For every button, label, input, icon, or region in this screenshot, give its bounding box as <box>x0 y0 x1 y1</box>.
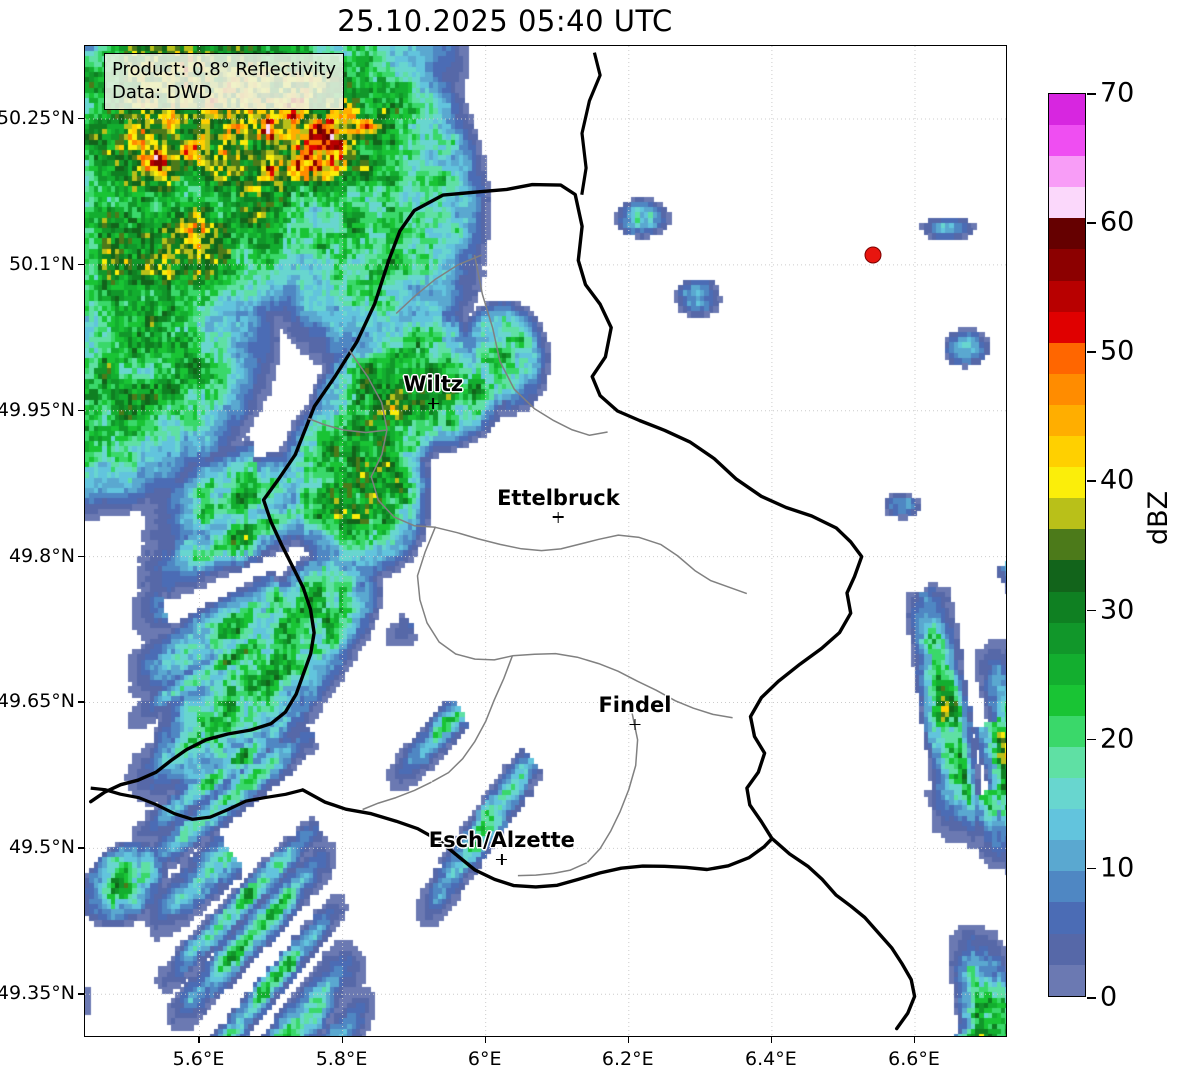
longitude-tick-label: 6.6°E <box>888 1048 940 1070</box>
district-border <box>431 655 514 783</box>
colorbar-band <box>1049 902 1085 934</box>
colorbar-tick-label: 20 <box>1100 723 1135 755</box>
colorbar-band <box>1049 187 1085 219</box>
colorbar-tick-mark <box>1087 997 1096 999</box>
longitude-tick-label: 6°E <box>467 1048 502 1070</box>
colorbar-tick-label: 60 <box>1100 206 1135 238</box>
latitude-tick-mark <box>78 847 84 849</box>
district-border <box>395 254 482 315</box>
district-border <box>435 526 680 558</box>
longitude-tick-label: 5.6°E <box>172 1048 225 1070</box>
longitude-tick-mark <box>484 1037 487 1043</box>
colorbar-band <box>1049 591 1085 623</box>
longitude-tick-mark <box>627 1037 630 1043</box>
colorbar-band <box>1049 840 1085 872</box>
longitude-tick-label: 6.4°E <box>745 1048 797 1070</box>
product-line: Product: 0.8° Reflectivity <box>112 59 336 80</box>
colorbar-tick-label: 40 <box>1100 464 1135 496</box>
district-border <box>517 862 588 877</box>
radar-reflectivity-layer <box>85 46 1006 1036</box>
latitude-tick-label: 50.25°N <box>0 106 75 129</box>
district-border <box>362 781 432 811</box>
latitude-tick-mark <box>78 263 84 266</box>
latitude-tick-mark <box>78 409 84 412</box>
national-border-luxembourg-south <box>301 788 774 889</box>
national-border-belgium-france <box>90 786 304 821</box>
colorbar-band <box>1049 94 1085 126</box>
colorbar-tick-mark <box>1087 480 1096 483</box>
latitude-tick-mark <box>78 701 84 703</box>
colorbar-tick-label: 10 <box>1100 852 1135 884</box>
colorbar-band <box>1049 156 1085 188</box>
longitude-tick-mark <box>913 1037 916 1043</box>
colorbar-band <box>1049 218 1085 250</box>
colorbar-band <box>1049 622 1085 654</box>
colorbar-band <box>1049 964 1085 996</box>
latitude-tick-label: 49.65°N <box>0 690 75 713</box>
colorbar-band <box>1049 933 1085 965</box>
colorbar-tick-mark <box>1087 738 1096 741</box>
latitude-tick-label: 49.35°N <box>0 982 75 1005</box>
colorbar-axis-label: dBZ <box>1143 490 1174 545</box>
latitude-tick-label: 49.8°N <box>8 544 75 567</box>
district-border <box>677 555 748 595</box>
page-title: 25.10.2025 05:40 UTC <box>337 4 673 38</box>
colorbar-band <box>1049 715 1085 747</box>
colorbar-band <box>1049 653 1085 685</box>
colorbar-band <box>1049 560 1085 592</box>
colorbar-band <box>1049 404 1085 437</box>
longitude-tick-mark <box>770 1037 773 1043</box>
latitude-tick-mark <box>78 555 84 557</box>
colorbar-tick-mark <box>1087 351 1096 353</box>
district-border <box>512 652 733 719</box>
colorbar-band <box>1049 498 1085 530</box>
national-border-luxembourg-west <box>89 452 316 804</box>
map-vector-overlay <box>85 46 1006 1036</box>
national-border-luxembourg-east <box>293 182 917 1031</box>
colorbar-tick-label: 30 <box>1100 594 1135 626</box>
district-border <box>473 254 608 437</box>
latitude-tick-mark <box>78 117 84 120</box>
latitude-tick-label: 49.5°N <box>8 836 75 859</box>
data-source-line: Data: DWD <box>112 82 213 104</box>
colorbar-band <box>1049 746 1085 779</box>
colorbar-tick-mark <box>1087 222 1096 224</box>
longitude-tick-mark <box>341 1037 343 1043</box>
latitude-tick-mark <box>78 993 84 995</box>
colorbar-band <box>1049 809 1085 841</box>
district-border <box>348 349 436 529</box>
radar-map-plot[interactable]: Product: 0.8° Reflectivity Data: DWD <box>84 45 1007 1037</box>
colorbar-band <box>1049 529 1085 561</box>
colorbar-tick-label: 70 <box>1100 77 1135 109</box>
colorbar-band <box>1049 684 1085 716</box>
district-border <box>416 527 514 661</box>
colorbar-band <box>1049 280 1085 312</box>
latitude-tick-label: 49.95°N <box>0 398 75 421</box>
colorbar-band <box>1049 311 1085 343</box>
colorbar-band <box>1049 125 1085 157</box>
district-border <box>586 711 639 863</box>
product-info-box: Product: 0.8° Reflectivity Data: DWD <box>104 53 344 111</box>
colorbar-band <box>1049 373 1085 405</box>
colorbar-tick-mark <box>1087 867 1096 870</box>
longitude-tick-label: 6.2°E <box>601 1048 654 1070</box>
colorbar-band <box>1049 778 1085 810</box>
colorbar-band <box>1049 342 1085 374</box>
colorbar-tick-label: 50 <box>1100 335 1135 367</box>
colorbar-tick-mark <box>1087 609 1096 612</box>
national-border-germany-belgium <box>580 52 602 195</box>
longitude-tick-label: 5.8°E <box>315 1048 368 1070</box>
colorbar-tick-label: 0 <box>1100 981 1118 1013</box>
district-border <box>307 417 387 434</box>
colorbar-band <box>1049 436 1085 468</box>
colorbar-tick-mark <box>1087 93 1096 95</box>
colorbar-band <box>1049 467 1085 499</box>
radar-site-dot-icon <box>864 246 882 264</box>
latitude-tick-label: 50.1°N <box>8 252 75 275</box>
colorbar <box>1048 93 1086 997</box>
colorbar-band <box>1049 249 1085 281</box>
colorbar-band <box>1049 871 1085 903</box>
longitude-tick-mark <box>198 1037 200 1043</box>
